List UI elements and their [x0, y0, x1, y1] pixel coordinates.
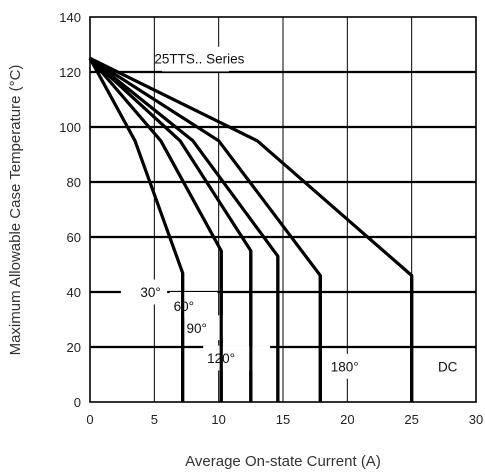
label-backdrop	[169, 292, 218, 317]
x-tick-label: 25	[404, 412, 418, 427]
y-tick-label: 120	[59, 65, 81, 80]
curve-label-30°: 30°	[140, 285, 160, 300]
x-tick-label: 20	[340, 412, 354, 427]
label-backdrop	[120, 279, 168, 305]
x-tick-label: 0	[86, 412, 93, 427]
y-tick-label: 0	[74, 395, 81, 410]
label-backdrop	[185, 315, 245, 341]
series-name-label: 25TTS.. Series	[154, 51, 244, 66]
label-backdrop	[325, 353, 403, 379]
label-backdrop	[421, 353, 474, 379]
curve-label-180°: 180°	[331, 359, 359, 374]
y-tick-label: 40	[67, 285, 81, 300]
x-tick-label: 15	[276, 412, 290, 427]
curve-label-90°: 90°	[187, 321, 207, 336]
label-backdrop	[162, 46, 229, 72]
y-tick-label: 140	[59, 10, 81, 25]
y-axis-label: Maximum Allowable Case Temperature (°C)	[7, 65, 24, 356]
x-axis-label: Average On-state Current (A)	[185, 453, 381, 470]
x-tick-label: 10	[211, 412, 225, 427]
grid	[90, 17, 476, 402]
y-tick-label: 80	[67, 175, 81, 190]
label-backdrop	[203, 345, 271, 371]
y-tick-label: 100	[59, 120, 81, 135]
x-tick-label: 30	[469, 412, 483, 427]
x-tick-label: 5	[151, 412, 158, 427]
plot-frame	[89, 16, 477, 403]
curve-label-DC: DC	[438, 359, 458, 374]
y-tick-label: 60	[67, 230, 81, 245]
tick-labels: 0 5 10 15 20 25 30 0 20 40 60 80 100 120 140	[59, 10, 483, 427]
y-tick-label: 20	[67, 340, 81, 355]
